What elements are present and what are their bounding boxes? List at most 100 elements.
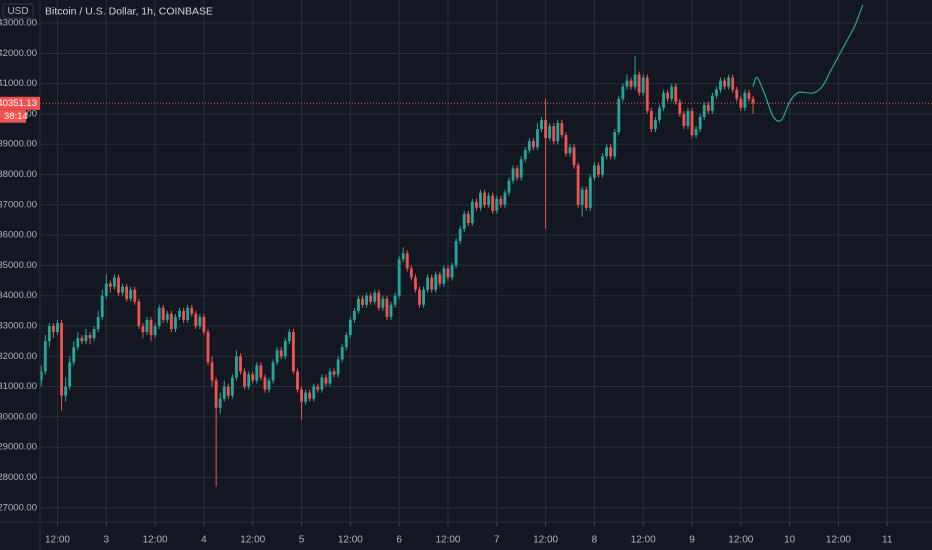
candle-body: [218, 398, 222, 408]
candle-body: [344, 335, 348, 348]
candle-body: [56, 322, 59, 333]
candle-body: [308, 392, 312, 399]
candle-body: [304, 392, 308, 402]
candle-body: [312, 386, 316, 399]
candle-body: [617, 98, 621, 133]
candle-body: [174, 316, 177, 330]
candle-body: [527, 141, 531, 151]
x-tick-label: 7: [494, 535, 500, 546]
x-tick-label: 5: [299, 535, 305, 546]
candle-body: [239, 356, 242, 372]
candle-body: [670, 86, 674, 99]
axes: 27000.00 28000.00 29000.00 30000.00 31000.00…: [0, 18, 893, 546]
candle-body: [88, 335, 92, 339]
candle-body: [194, 313, 198, 326]
candle-body: [324, 377, 328, 384]
candle-body: [714, 89, 718, 96]
candle-body: [104, 283, 108, 296]
candle-body: [291, 332, 295, 372]
candle-body: [723, 80, 726, 87]
candle-body: [422, 289, 425, 305]
candle-body: [125, 286, 129, 299]
x-tick-label: 4: [201, 535, 207, 546]
candle-body: [100, 295, 104, 317]
candle-body: [544, 119, 548, 139]
candle-body: [51, 325, 55, 333]
candle-body: [719, 80, 722, 90]
candle-body: [332, 371, 336, 375]
candle-body: [393, 295, 397, 305]
candle-body: [633, 74, 637, 87]
candle-body: [230, 377, 234, 396]
candle-body: [479, 192, 482, 208]
candle-body: [531, 141, 535, 148]
x-tick-label: 9: [689, 535, 695, 546]
x-tick-label: 10: [784, 535, 796, 546]
candle-body: [190, 307, 194, 314]
candle-body: [727, 77, 731, 87]
candle-body: [96, 316, 100, 330]
candle-body: [678, 101, 682, 114]
candle-body: [72, 347, 76, 363]
candle-body: [434, 274, 438, 290]
candle-body: [747, 92, 751, 99]
candle-body: [157, 307, 161, 326]
candle-body: [186, 307, 190, 320]
candle-body: [556, 123, 560, 142]
candle-body: [263, 377, 267, 390]
candle-body: [706, 104, 710, 111]
candle-body: [499, 198, 503, 205]
currency: USD: [7, 6, 28, 17]
x-tick-label: 12:00: [338, 535, 363, 546]
y-tick-label: 31000.00: [0, 381, 37, 392]
candle-body: [621, 86, 625, 99]
candle-body: [287, 332, 291, 342]
candle-body: [352, 310, 356, 320]
x-tick-label: 12:00: [826, 535, 851, 546]
candle-body: [637, 74, 641, 93]
candle-body: [731, 77, 735, 90]
candle-body: [361, 298, 364, 305]
price-labels: 40351.13 38:14: [0, 96, 40, 123]
candle-body: [259, 365, 263, 378]
candle-body: [133, 289, 137, 302]
candle-body: [442, 268, 446, 284]
candle-body: [645, 77, 649, 111]
y-tick-label: 34000.00: [0, 290, 37, 301]
candle-body: [735, 89, 739, 99]
candle-body: [385, 298, 389, 317]
candle-body: [483, 192, 486, 205]
candle-body: [202, 316, 206, 333]
candle-body: [597, 165, 600, 175]
candle-body: [80, 338, 84, 342]
candle-body: [438, 274, 442, 284]
x-tick-label: 12:00: [45, 535, 70, 546]
candle-body: [507, 180, 511, 193]
candle-body: [92, 329, 96, 339]
candle-body: [222, 386, 226, 399]
candle-body: [64, 386, 68, 396]
candle-body: [605, 147, 609, 157]
currency-box: [2, 3, 34, 19]
candle-body: [251, 374, 255, 381]
candle-body: [658, 107, 661, 120]
candle-body: [462, 213, 466, 230]
candle-body: [84, 335, 88, 342]
x-tick-label: 8: [592, 535, 598, 546]
candle-body: [283, 341, 287, 357]
candle-body: [743, 92, 747, 108]
candle-body: [279, 350, 283, 357]
y-tick-label: 38000.00: [0, 169, 37, 180]
candle-body: [580, 189, 584, 205]
candle-body: [121, 286, 124, 293]
chart-title: Bitcoin / U.S. Dollar, 1h, COINBASE: [45, 5, 213, 17]
candle-body: [690, 110, 694, 136]
y-tick-label: 32000.00: [0, 351, 37, 362]
candle-body: [409, 268, 413, 278]
candle-body: [161, 307, 165, 320]
candle-body: [165, 313, 169, 320]
x-tick-label: 3: [104, 535, 110, 546]
candle-body: [418, 289, 421, 305]
y-tick-label: 39000.00: [0, 139, 37, 150]
